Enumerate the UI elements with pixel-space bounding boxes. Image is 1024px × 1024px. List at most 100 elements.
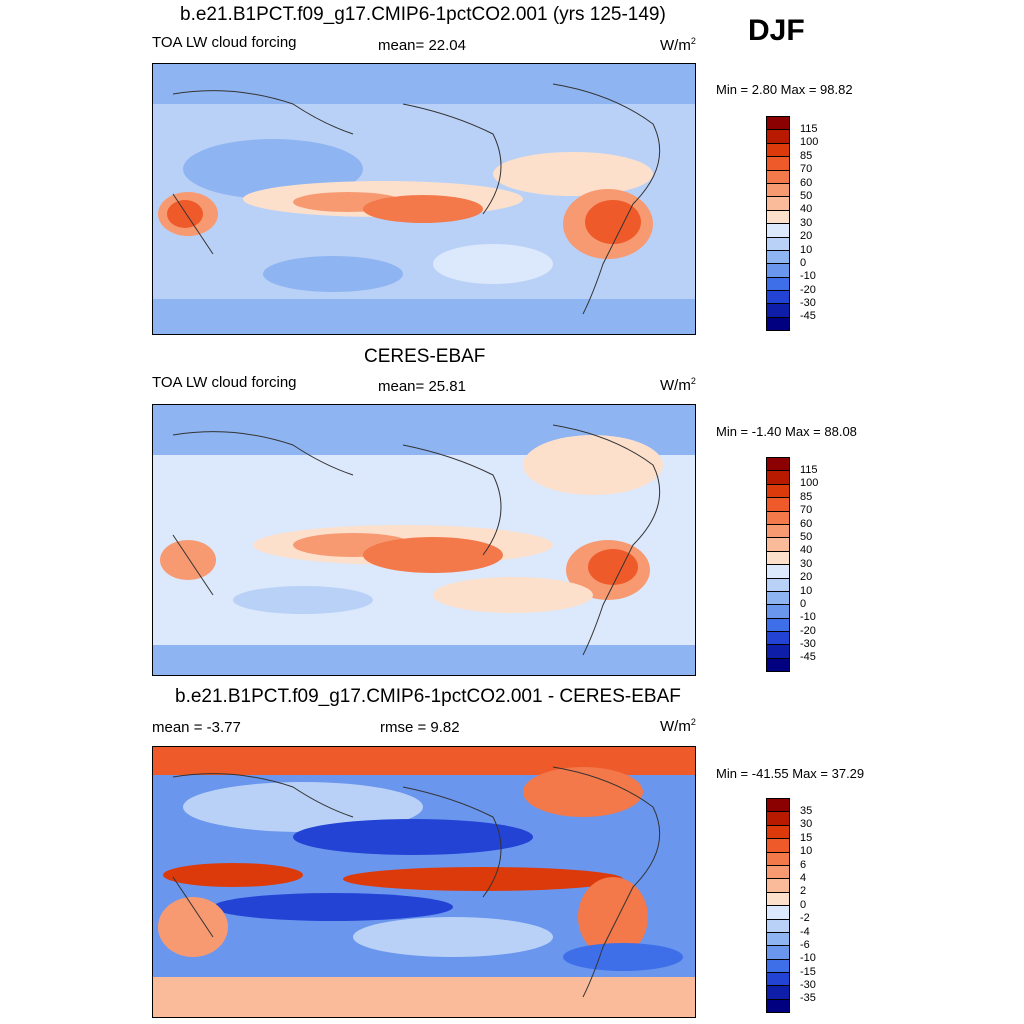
panel2-colorbar-labels: 115 100 85 70 60 50 40 30 20 10 0 -10 -20 -30 -45 [800,464,818,665]
field-colorbar-swatch [766,142,790,157]
field-colorbar-tick-label: -30 [800,638,816,651]
field-colorbar-tick-label: 50 [800,189,813,202]
field-colorbar-swatch [766,169,790,183]
field-colorbar-tick-label: 30 [800,557,813,570]
diff-colorbar-swatch [766,798,790,812]
field-colorbar-swatch [766,276,790,291]
field-colorbar-swatch [766,564,790,578]
diff-colorbar-tick-label: 0 [800,898,807,911]
diff-colorbar-swatch [766,811,790,825]
field-colorbar-swatch [766,631,790,645]
panel2-colorbar [766,457,790,673]
panel1-colorbar-labels: 115 100 85 70 60 50 40 30 20 10 0 -10 -20 -30 -45 [800,123,818,324]
field-colorbar-swatch [766,470,790,484]
field-colorbar-tick-label: 85 [800,149,813,162]
panel2-mean-label: mean= 25.81 [378,378,466,395]
panel3-units: W/m2 [660,717,696,735]
diff-colorbar-swatch [766,891,790,906]
panel2-units: W/m2 [660,376,696,394]
field-colorbar-swatch [766,657,790,673]
diff-colorbar-tick-label: 10 [800,845,813,858]
diff-colorbar-swatch [766,851,790,865]
diff-colorbar-swatch [766,958,790,973]
panel3-colorbar-labels: 35 30 15 10 6 4 2 0 -2 -4 -6 -10 -15 -30 -35 [800,805,816,1006]
diff-colorbar-tick-label: -15 [800,965,816,978]
panel1-title: b.e21.B1PCT.f09_g17.CMIP6-1pctCO2.001 (y… [180,4,666,25]
panel3-mean-label: mean = -3.77 [152,719,241,736]
diff-colorbar-tick-label: 35 [800,805,813,817]
diff-colorbar-swatch [766,931,790,946]
field-colorbar-tick-label: 70 [800,163,813,176]
panel3-minmax: Min = -41.55 Max = 37.29 [716,766,865,781]
diff-colorbar-swatch [766,824,790,839]
panel2-minmax: Min = -1.40 Max = 88.08 [716,424,857,439]
panel1-left-label: TOA LW cloud forcing [152,34,297,51]
field-colorbar-tick-label: 70 [800,504,813,517]
field-colorbar-swatch [766,156,790,170]
field-colorbar-tick-label: -10 [800,270,816,283]
field-colorbar-swatch [766,483,790,498]
field-colorbar-swatch [766,457,790,471]
diff-colorbar-tick-label: 6 [800,858,807,871]
panel2-left-label: TOA LW cloud forcing [152,374,297,391]
diff-colorbar-swatch [766,985,790,999]
field-colorbar-tick-label: -10 [800,611,816,624]
field-colorbar-swatch [766,290,790,304]
panel3-map-svg [153,747,695,1017]
diff-colorbar-tick-label: -4 [800,925,810,938]
panel3-rmse-label: rmse = 9.82 [380,719,460,736]
panel1-minmax: Min = 2.80 Max = 98.82 [716,82,853,97]
panel1-mean-label: mean= 22.04 [378,37,466,54]
field-colorbar-swatch [766,316,790,332]
panel2-title: CERES-EBAF [364,346,486,367]
diff-colorbar-tick-label: -10 [800,952,816,965]
diff-colorbar-swatch [766,972,790,986]
diff-colorbar-swatch [766,905,790,919]
field-colorbar-swatch [766,129,790,143]
field-colorbar-tick-label: -45 [800,651,816,664]
field-colorbar-tick-label: 0 [800,256,807,269]
panel1-colorbar [766,116,790,332]
panel2-map [152,404,696,676]
panel3-title: b.e21.B1PCT.f09_g17.CMIP6-1pctCO2.001 - … [175,686,681,707]
field-colorbar-swatch [766,303,790,317]
panel1-units: W/m2 [660,36,696,54]
field-colorbar-tick-label: 20 [800,571,813,584]
field-colorbar-swatch [766,590,790,605]
field-colorbar-tick-label: 50 [800,530,813,543]
field-colorbar-swatch [766,537,790,551]
field-colorbar-swatch [766,236,790,250]
field-colorbar-tick-label: 10 [800,243,813,256]
field-colorbar-swatch [766,550,790,565]
panel3-colorbar [766,798,790,1014]
field-colorbar-tick-label: 100 [800,136,819,149]
field-colorbar-tick-label: 85 [800,490,813,503]
field-colorbar-tick-label: -20 [800,283,816,296]
diff-colorbar-swatch [766,998,790,1014]
field-colorbar-swatch [766,249,790,264]
field-colorbar-tick-label: 0 [800,597,807,610]
diff-colorbar-tick-label: 2 [800,885,807,898]
diff-colorbar-tick-label: -30 [800,979,816,992]
field-colorbar-swatch [766,263,790,277]
panel3-map [152,746,696,1018]
field-colorbar-tick-label: -30 [800,297,816,310]
diff-colorbar-tick-label: -35 [800,992,816,1005]
field-colorbar-swatch [766,223,790,237]
field-colorbar-tick-label: 115 [800,464,818,476]
field-colorbar-tick-label: -45 [800,310,816,323]
panel1-map [152,63,696,335]
field-colorbar-tick-label: 100 [800,477,819,490]
diff-colorbar-tick-label: 15 [800,831,813,844]
field-colorbar-swatch [766,209,790,224]
field-colorbar-swatch [766,196,790,210]
diff-colorbar-swatch [766,945,790,959]
field-colorbar-tick-label: 10 [800,584,813,597]
field-colorbar-swatch [766,617,790,632]
field-colorbar-swatch [766,510,790,524]
diff-colorbar-tick-label: 4 [800,871,807,884]
diff-colorbar-swatch [766,864,790,879]
field-colorbar-swatch [766,644,790,658]
season-label: DJF [748,14,805,47]
field-colorbar-tick-label: 60 [800,176,813,189]
